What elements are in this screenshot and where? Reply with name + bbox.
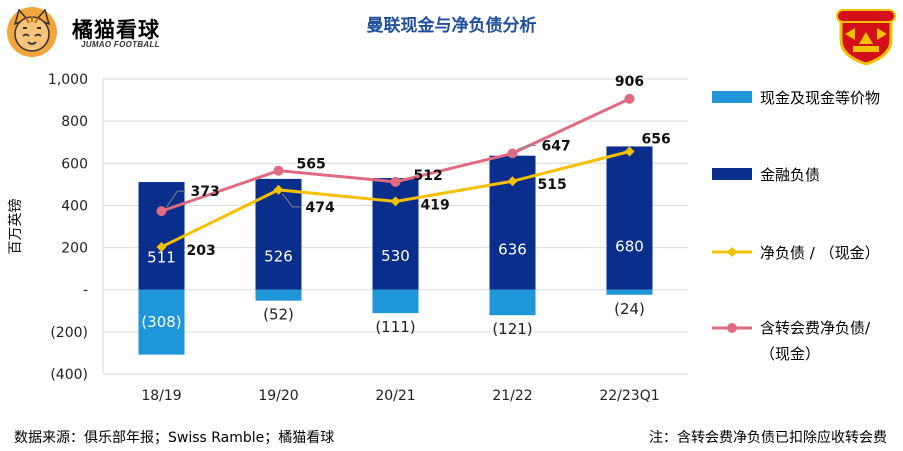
cash-bar	[372, 289, 419, 314]
cash-bar	[255, 289, 302, 301]
legend-item-label: 金融负债	[760, 166, 821, 184]
y-tick-label: 1,000	[48, 72, 88, 88]
debt-bar	[606, 146, 653, 290]
cash-value-label: (308)	[141, 313, 181, 331]
chart-title: 曼联现金与净负债分析	[366, 16, 537, 36]
net-debt-incl-point	[390, 176, 401, 187]
x-tick-label: 18/19	[141, 388, 181, 404]
x-tick-label: 21/22	[492, 388, 532, 404]
debt-value-label: 636	[498, 241, 527, 259]
debt-value-label: 526	[264, 247, 293, 265]
legend-marker	[727, 247, 737, 257]
net-debt-incl-value-label: 565	[297, 157, 326, 173]
net-debt-value-label: 474	[306, 200, 335, 216]
debt-value-label: 530	[381, 247, 410, 265]
net-debt-incl-value-label: 512	[414, 168, 443, 184]
cash-value-label: (121)	[492, 320, 532, 338]
legend-swatch	[712, 168, 752, 180]
debt-value-label: 511	[147, 248, 176, 266]
net-debt-incl-point	[624, 93, 635, 104]
y-tick-label: 800	[61, 114, 88, 130]
cash-value-label: (111)	[375, 318, 415, 336]
debt-bar	[138, 182, 185, 290]
y-tick-label: (200)	[50, 325, 88, 341]
debt-bar	[372, 178, 419, 290]
net-debt-incl-value-label: 647	[542, 138, 571, 154]
club-crest-icon	[836, 9, 896, 66]
y-tick-label: 600	[61, 156, 88, 172]
leader-line	[166, 190, 186, 208]
chart-note: 注：含转会费净负债已扣除应收转会费	[649, 430, 887, 446]
net-debt-value-label: 515	[538, 177, 567, 193]
net-debt-value-label: 203	[187, 243, 216, 259]
legend-swatch	[712, 91, 752, 103]
leader-line	[282, 193, 301, 208]
legend-item-label: 含转会费净负债/（现金）	[760, 319, 871, 363]
x-tick-label: 19/20	[258, 388, 298, 404]
y-tick-label: (400)	[50, 367, 88, 383]
net-debt-point	[507, 176, 518, 187]
legend-item-label: 净负债 / （现金）	[760, 244, 880, 262]
cash-bar	[489, 289, 536, 316]
y-tick-label: 400	[61, 198, 88, 214]
net-debt-point	[624, 146, 635, 157]
brand-name: 橘猫看球	[72, 18, 160, 42]
y-tick-label: 200	[61, 241, 88, 257]
net-debt-incl-point	[273, 165, 284, 176]
net-debt-value-label: 656	[642, 131, 671, 147]
y-axis-label: 百万英镑	[7, 199, 24, 255]
cash-bar	[138, 289, 185, 355]
net-debt-incl-point	[156, 206, 167, 217]
cash-value-label: (24)	[614, 300, 645, 318]
leader-line	[517, 144, 537, 150]
brand-subtitle: JUMAO FOOTBALL	[81, 40, 160, 49]
net-debt-point	[156, 241, 167, 252]
legend-item-label: 现金及现金等价物	[760, 89, 881, 107]
cash-value-label: (52)	[263, 306, 294, 324]
x-tick-label: 20/21	[375, 388, 415, 404]
cash-bar	[606, 289, 653, 295]
y-tick-label: -	[83, 283, 88, 299]
x-tick-label: 22/23Q1	[599, 388, 659, 404]
net-debt-value-label: 419	[421, 197, 450, 213]
net-debt-incl-point	[507, 148, 518, 159]
data-source: 数据来源：俱乐部年报；Swiss Ramble；橘猫看球	[14, 430, 335, 446]
net-debt-point	[273, 184, 284, 195]
brand-logo: 橘猫看球 JUMAO FOOTBALL	[6, 6, 166, 57]
net-debt-point	[390, 196, 401, 207]
orange-cat-icon	[7, 7, 57, 57]
net-debt-incl-value-label: 906	[615, 74, 644, 90]
net-debt-incl-value-label: 373	[191, 184, 220, 200]
debt-value-label: 680	[615, 238, 644, 256]
legend-marker	[727, 323, 737, 333]
debt-bar	[255, 178, 302, 290]
